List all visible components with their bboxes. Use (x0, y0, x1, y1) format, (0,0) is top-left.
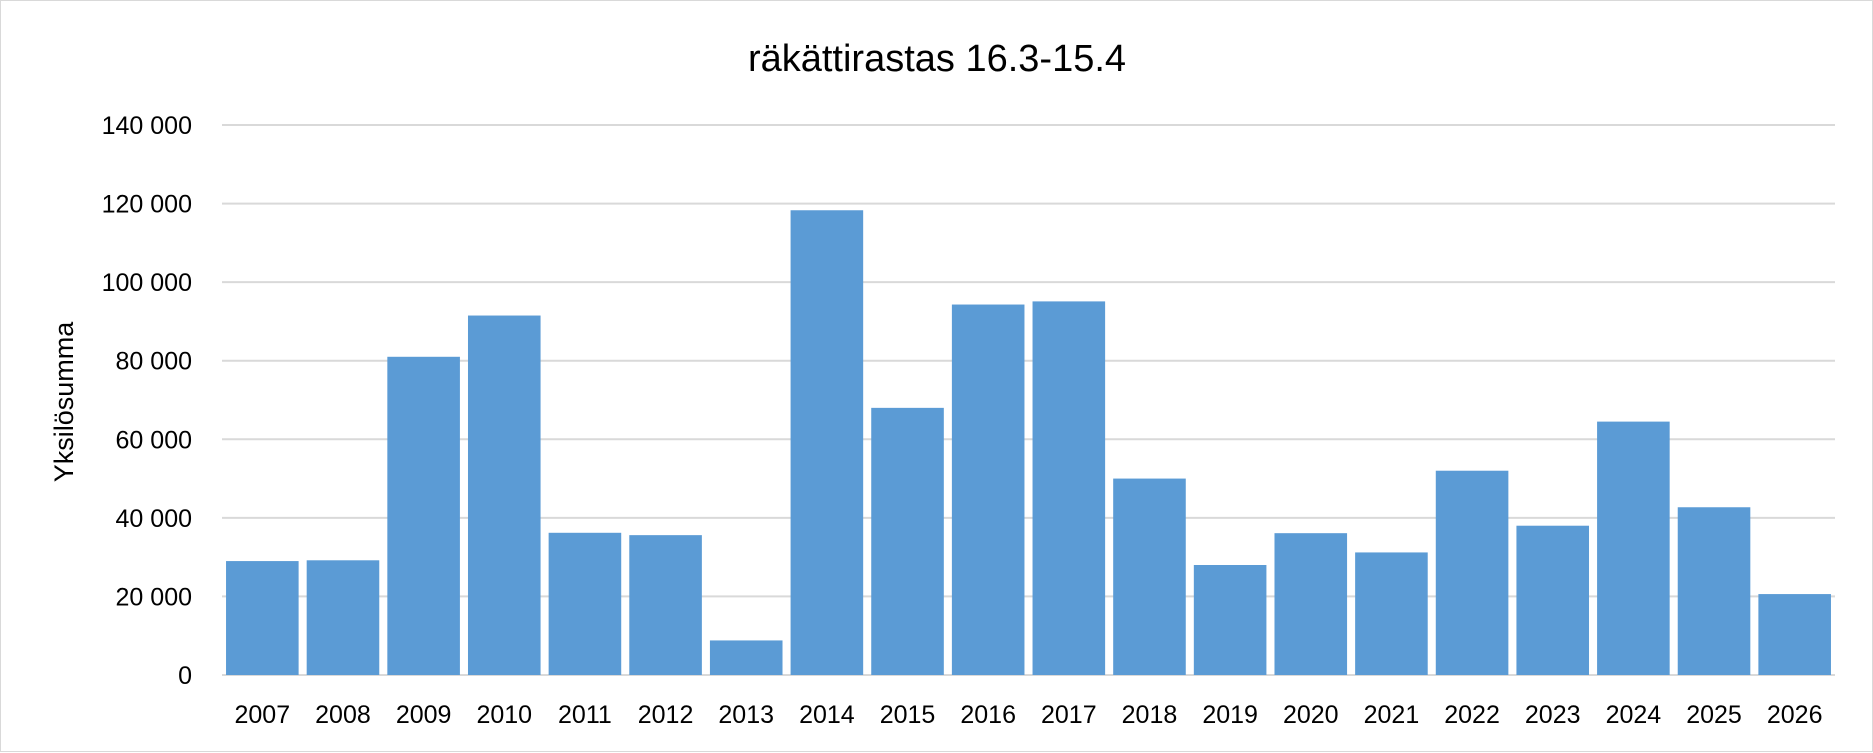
y-tick-label: 120 000 (102, 191, 192, 219)
bar-2007 (226, 561, 299, 675)
bar-2026 (1758, 594, 1831, 675)
bar-2011 (548, 532, 622, 675)
x-tick-label: 2025 (1686, 701, 1742, 729)
bar-2013 (709, 640, 783, 675)
bar-2016 (951, 304, 1025, 675)
x-tick-label: 2007 (235, 701, 291, 729)
x-tick-label: 2021 (1364, 701, 1420, 729)
y-tick-label: 80 000 (116, 348, 192, 376)
y-tick-label: 40 000 (116, 505, 192, 533)
bars (226, 210, 1831, 675)
y-tick-label: 0 (178, 662, 192, 690)
bar-2019 (1193, 565, 1267, 675)
x-tick-label: 2016 (960, 701, 1016, 729)
bar-2018 (1113, 478, 1186, 675)
bar-2025 (1677, 507, 1751, 675)
chart-title: räkättirastas 16.3-15.4 (748, 38, 1126, 80)
bar-2021 (1355, 552, 1428, 675)
bar-2024 (1597, 421, 1670, 675)
x-tick-label: 2012 (638, 701, 694, 729)
y-tick-labels: 0 20 000 40 000 60 000 80 000 100 000 120 000 1… (102, 112, 192, 690)
x-tick-label: 2018 (1122, 701, 1178, 729)
bar-2023 (1516, 525, 1590, 675)
bar-2008 (306, 560, 380, 675)
bar-2012 (629, 535, 702, 675)
bar-2015 (871, 407, 944, 675)
gridlines (222, 124, 1835, 676)
bar-2014 (790, 210, 864, 675)
y-tick-label: 20 000 (116, 583, 192, 611)
bar-2020 (1274, 533, 1348, 675)
x-tick-label: 2015 (880, 701, 936, 729)
x-tick-label: 2020 (1283, 701, 1339, 729)
bar-2017 (1032, 301, 1106, 675)
x-tick-label: 2017 (1041, 701, 1097, 729)
x-tick-label: 2010 (476, 701, 532, 729)
y-tick-label: 60 000 (116, 426, 192, 454)
y-axis-title: Yksilösumma (49, 321, 79, 483)
y-tick-label: 140 000 (102, 112, 192, 140)
x-tick-label: 2011 (558, 701, 612, 729)
bar-2010 (467, 315, 541, 675)
y-tick-label: 100 000 (102, 269, 192, 297)
x-tick-label: 2022 (1444, 701, 1500, 729)
x-tick-label: 2026 (1767, 701, 1823, 729)
bar-2022 (1435, 470, 1509, 675)
x-tick-labels: 2007 2008 2009 2010 2011 2012 2013 2014 2015 2016… (235, 701, 1823, 729)
x-tick-label: 2024 (1606, 701, 1662, 729)
x-tick-label: 2009 (396, 701, 452, 729)
bar-2009 (387, 356, 460, 675)
x-tick-label: 2019 (1202, 701, 1258, 729)
x-tick-label: 2023 (1525, 701, 1581, 729)
x-tick-label: 2013 (718, 701, 774, 729)
x-tick-label: 2008 (315, 701, 371, 729)
x-tick-label: 2014 (799, 701, 855, 729)
